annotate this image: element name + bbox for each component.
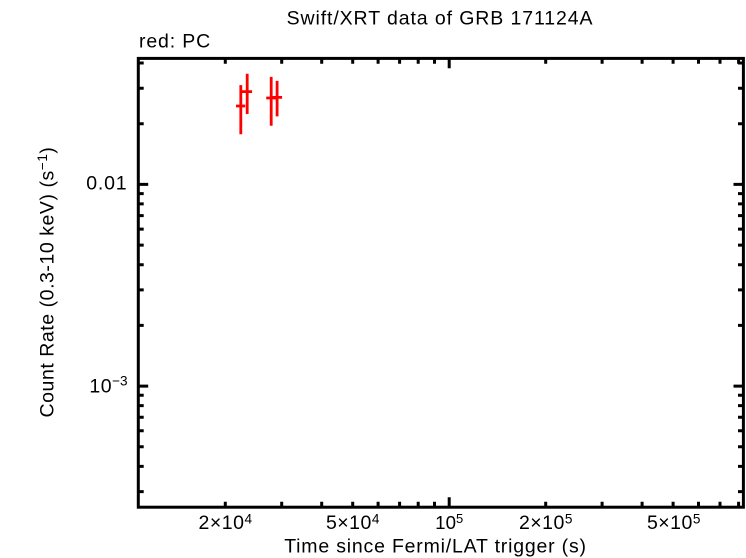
svg-text:red: PC: red: PC [139,31,211,53]
svg-text:5×104: 5×104 [326,511,380,534]
svg-text:Time since Fermi/LAT trigger (: Time since Fermi/LAT trigger (s) [284,535,587,557]
svg-text:0.01: 0.01 [86,173,127,195]
svg-text:5×105: 5×105 [647,511,701,534]
svg-text:2×105: 2×105 [519,511,573,534]
svg-text:Count Rate (0.3-10 keV) (s−1): Count Rate (0.3-10 keV) (s−1) [35,147,59,418]
svg-text:2×104: 2×104 [199,511,253,534]
svg-text:Swift/XRT data of GRB 171124A: Swift/XRT data of GRB 171124A [287,8,594,30]
